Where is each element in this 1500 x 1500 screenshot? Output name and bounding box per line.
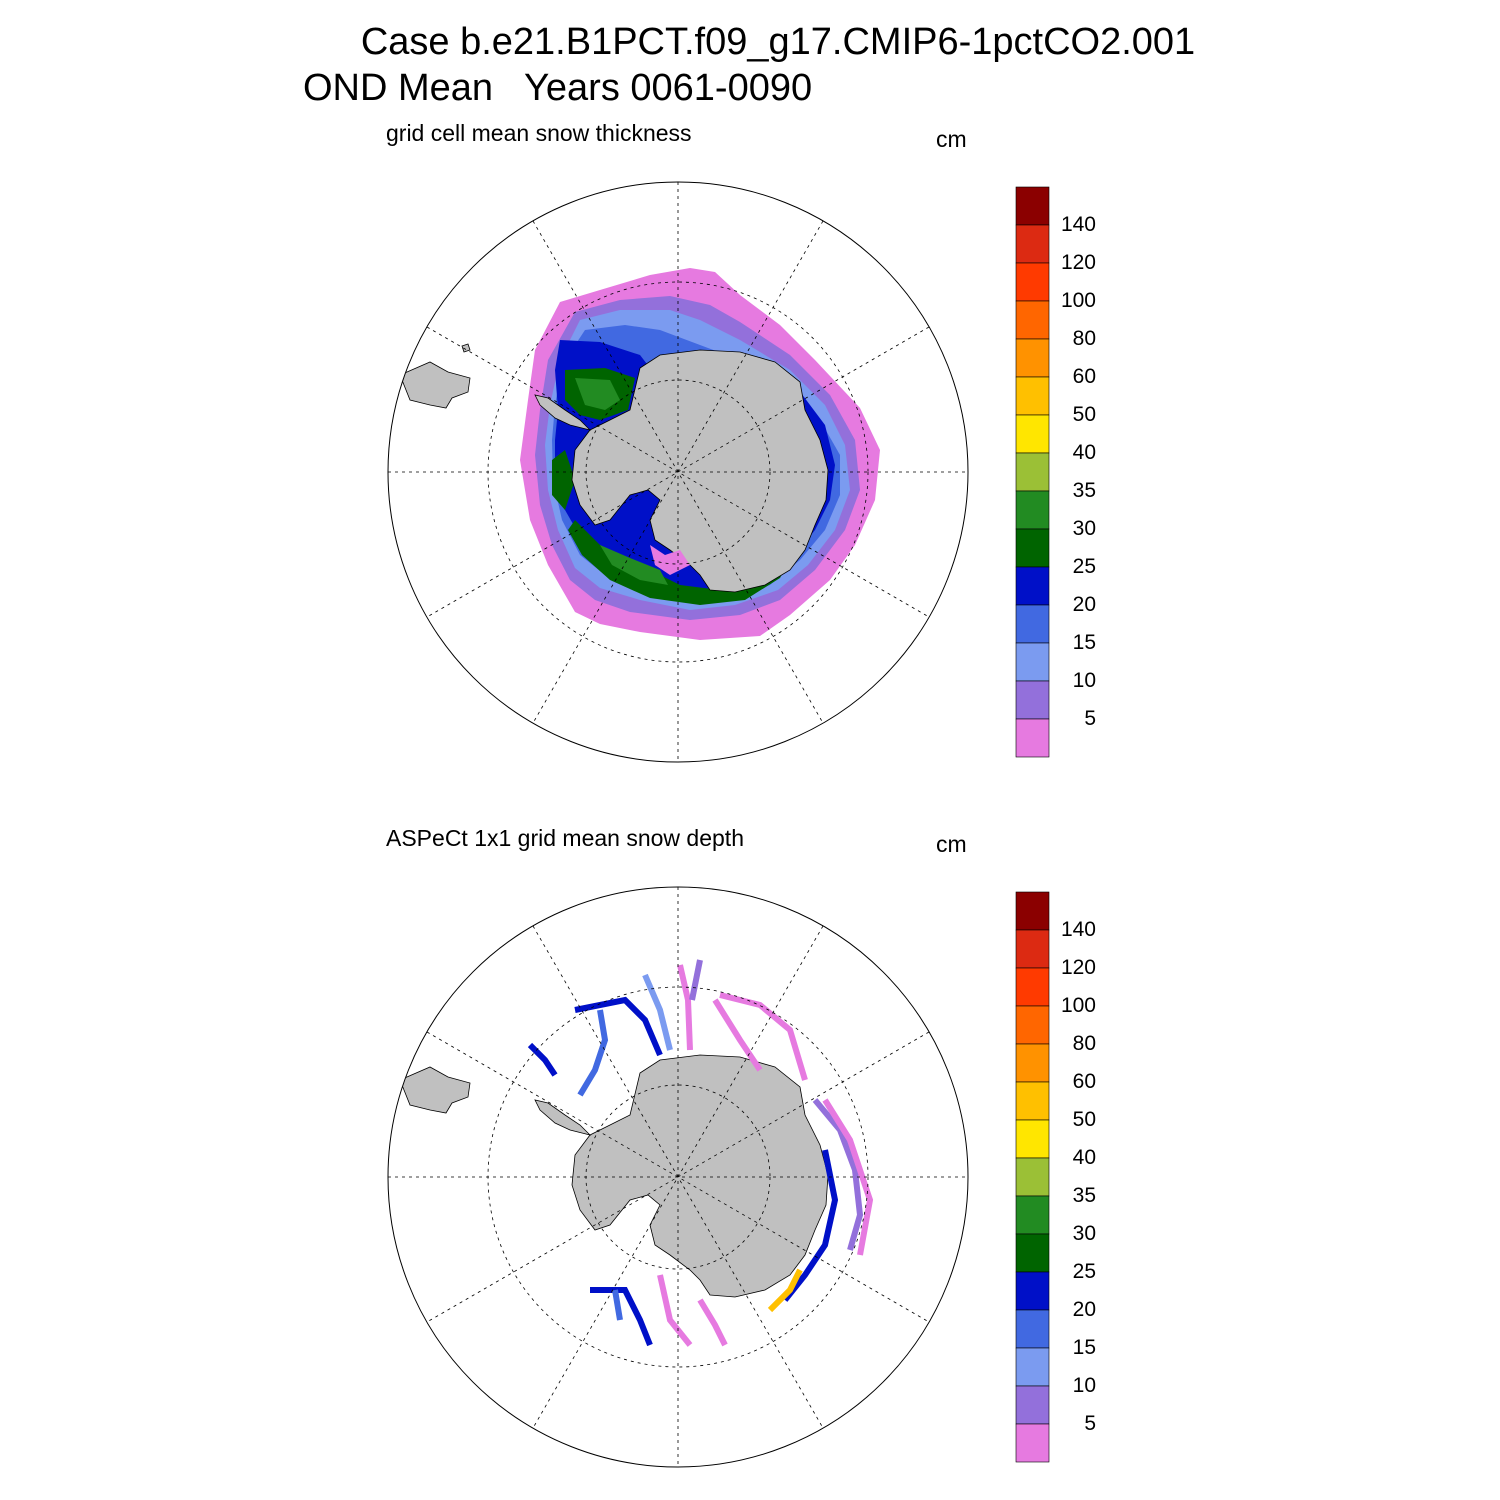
panel1-unit: cm	[936, 126, 967, 152]
snow-band-35	[575, 378, 620, 410]
panel2-colorbar-label: 140	[1060, 918, 1096, 941]
panel2-colorbar-label: 80	[1072, 1032, 1096, 1055]
panel2-colorbar-box	[1015, 1043, 1050, 1083]
panel2-colorbar-label: 120	[1060, 956, 1096, 979]
snow-band-30b	[568, 520, 790, 605]
panel1-colorbar-label: 15	[1072, 631, 1096, 654]
panel1-colorbar-label: 5	[1084, 707, 1096, 730]
figure-title-line2: OND Mean Years 0061-0090	[303, 67, 813, 109]
ross-sea-ice-free	[650, 545, 690, 575]
panel2-colorbar	[1015, 891, 1050, 1463]
panel1-colorbar-box	[1015, 718, 1050, 758]
panel1-colorbar-box	[1015, 262, 1050, 302]
antarctica-land	[571, 349, 829, 593]
panel2-colorbar-box	[1015, 1347, 1050, 1387]
panel2-colorbar-box	[1015, 929, 1050, 969]
panel2-colorbar-label: 25	[1072, 1260, 1096, 1283]
panel2-colorbar-box	[1015, 1309, 1050, 1349]
panel2-colorbar-label: 20	[1072, 1298, 1096, 1321]
longitude-lines-2	[388, 887, 968, 1467]
panel1-colorbar-box	[1015, 680, 1050, 720]
panel1-title: grid cell mean snow thickness	[386, 120, 692, 146]
panel2-colorbar-label: 35	[1072, 1184, 1096, 1207]
panel1-colorbar-label: 10	[1072, 669, 1096, 692]
snow-band-30c	[552, 450, 575, 510]
panel2-colorbar-box	[1015, 1233, 1050, 1273]
longitude-lines	[388, 182, 968, 762]
figure-title-line1: Case b.e21.B1PCT.f09_g17.CMIP6-1pctCO2.0…	[360, 21, 1196, 63]
panel1-colorbar-box	[1015, 452, 1050, 492]
panel2-colorbar-box	[1015, 1423, 1050, 1463]
panel1-colorbar-label: 50	[1072, 403, 1096, 426]
panel2-unit: cm	[936, 831, 967, 857]
panel1-colorbar-label: 25	[1072, 555, 1096, 578]
panel2-colorbar-box	[1015, 1385, 1050, 1425]
panel2-colorbar-label: 60	[1072, 1070, 1096, 1093]
panel1-colorbar-label: 60	[1072, 365, 1096, 388]
panel1-colorbar-box	[1015, 186, 1050, 226]
south-america-land-2	[399, 1066, 471, 1114]
panel2-title: ASPeCt 1x1 grid mean snow depth	[386, 825, 744, 851]
panel2-colorbar-label: 10	[1072, 1374, 1096, 1397]
panel1-colorbar-box	[1015, 566, 1050, 606]
panel2-colorbar-label: 30	[1072, 1222, 1096, 1245]
panel1-colorbar-label: 140	[1060, 213, 1096, 236]
snow-band-35b	[600, 545, 668, 585]
panel2-colorbar-box	[1015, 967, 1050, 1007]
panel1-colorbar-label: 30	[1072, 517, 1096, 540]
falklands-land	[461, 343, 471, 353]
antarctic-peninsula-land-2	[534, 1099, 592, 1136]
panel2-colorbar-label: 50	[1072, 1108, 1096, 1131]
panel1-colorbar-box	[1015, 224, 1050, 264]
south-america-land	[399, 361, 471, 409]
panel1-colorbar-label: 20	[1072, 593, 1096, 616]
panel1-colorbar-label: 40	[1072, 441, 1096, 464]
panel1-colorbar-box	[1015, 338, 1050, 378]
panel1-colorbar-label: 35	[1072, 479, 1096, 502]
panel2-colorbar-box	[1015, 1081, 1050, 1121]
panel2-colorbar-box	[1015, 1119, 1050, 1159]
panel1-colorbar-label: 100	[1060, 289, 1096, 312]
panel2-colorbar-box	[1015, 891, 1050, 931]
panel1-colorbar-box	[1015, 490, 1050, 530]
antarctic-peninsula-land	[534, 394, 592, 431]
panel1-colorbar-label: 80	[1072, 327, 1096, 350]
panel2-colorbar-label: 5	[1084, 1412, 1096, 1435]
panel1-colorbar	[1015, 186, 1050, 758]
panel2-colorbar-label: 100	[1060, 994, 1096, 1017]
panel2-colorbar-box	[1015, 1271, 1050, 1311]
panel2-colorbar-label: 15	[1072, 1336, 1096, 1359]
panel2-colorbar-label: 40	[1072, 1146, 1096, 1169]
panel1-colorbar-box	[1015, 414, 1050, 454]
panel1-colorbar-label: 120	[1060, 251, 1096, 274]
antarctica-land-2	[571, 1054, 829, 1298]
observation-tracks	[527, 959, 874, 1347]
